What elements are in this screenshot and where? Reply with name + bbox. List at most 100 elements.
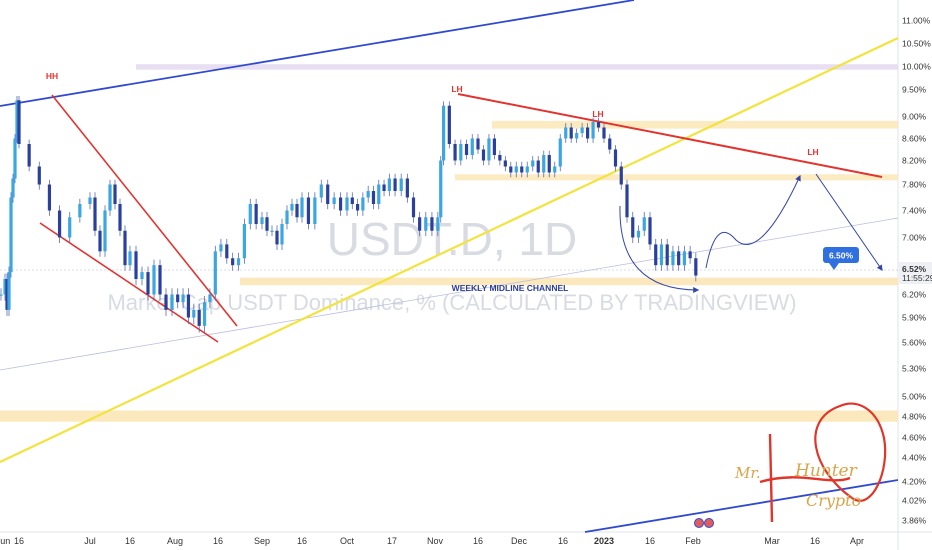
- y-tick-label: 7.00%: [902, 233, 927, 243]
- candle-body: [231, 258, 235, 266]
- candle-body: [377, 184, 381, 204]
- y-tick-label: 5.90%: [902, 313, 927, 323]
- weekly-midline-zone: [240, 277, 898, 286]
- upper-trendline: [0, 0, 635, 107]
- candle-body: [275, 230, 279, 245]
- resistance-zone-purple: [136, 64, 898, 70]
- candle-body: [134, 251, 138, 279]
- x-tick-label: 16: [213, 536, 223, 546]
- x-tick-label: 16: [810, 536, 820, 546]
- candle-body: [498, 155, 502, 161]
- y-tick-label: 3.86%: [902, 516, 927, 526]
- candle-body: [677, 251, 681, 266]
- candle-body: [586, 127, 590, 139]
- candle-body: [236, 258, 241, 266]
- candle-body: [520, 166, 524, 173]
- candle-body: [15, 100, 19, 139]
- signature-loop: [814, 402, 887, 502]
- candle-body: [202, 302, 207, 326]
- yellow-trendline: [0, 37, 899, 463]
- x-tick-label: Apr: [850, 536, 864, 546]
- x-tick-label: 16: [14, 536, 24, 546]
- candle-body: [648, 217, 652, 245]
- candle-body: [300, 197, 304, 218]
- candle-body: [531, 160, 535, 167]
- candle-body: [265, 217, 269, 231]
- curved-down-arrow: [619, 205, 700, 293]
- support-zone: [0, 410, 898, 422]
- event-icon: [694, 518, 704, 528]
- candle-body: [470, 138, 474, 155]
- candle-body: [186, 294, 191, 318]
- candle-body: [382, 184, 386, 191]
- target-badge-pointer: [829, 263, 839, 270]
- candle-body: [591, 122, 595, 139]
- candle-body: [682, 251, 686, 266]
- y-tick-label: 11.00%: [902, 16, 931, 26]
- event-icon: [704, 518, 714, 528]
- candle-body: [146, 272, 150, 295]
- candle-body: [192, 309, 196, 318]
- candle-body: [313, 197, 317, 224]
- candle-body: [98, 230, 102, 252]
- candle-body: [118, 204, 122, 231]
- candle-body: [642, 217, 646, 231]
- candle-body: [103, 210, 107, 252]
- annotation-hh: HH: [46, 71, 58, 81]
- countdown-label: 11:55:29: [902, 273, 932, 283]
- lower-channel-line: [0, 217, 899, 371]
- candle-body: [285, 210, 289, 224]
- y-tick-label: 7.80%: [902, 180, 927, 190]
- candle-body: [439, 160, 443, 218]
- candle-body: [418, 217, 422, 231]
- candle-body: [487, 138, 491, 161]
- y-tick-label: 4.02%: [902, 496, 927, 506]
- candle-body: [399, 178, 403, 191]
- candle-body: [411, 197, 416, 218]
- candle-body: [319, 184, 323, 198]
- candle-body: [424, 217, 428, 231]
- candle-body: [393, 178, 397, 191]
- candle-body: [361, 197, 365, 211]
- candle-body: [17, 100, 21, 144]
- candle-body: [7, 272, 11, 310]
- candle-body: [280, 224, 284, 245]
- candle-body: [306, 197, 311, 224]
- candle-body: [57, 210, 62, 238]
- target-badge: [823, 247, 859, 263]
- candle-body: [176, 294, 180, 303]
- candle-body: [270, 230, 274, 232]
- x-tick-label: Mar: [764, 536, 780, 546]
- candle-body: [671, 251, 675, 266]
- candle-body: [248, 204, 252, 224]
- candle-body: [625, 184, 629, 218]
- candle-body: [613, 149, 618, 167]
- candle-body: [564, 127, 568, 139]
- annotation-lh-2: LH: [592, 109, 603, 119]
- candle-body: [88, 197, 92, 204]
- candle-body: [326, 184, 330, 204]
- y-tick-label: 7.40%: [902, 206, 927, 216]
- annotation-lh-3: LH: [807, 147, 818, 157]
- candle-body: [481, 149, 486, 161]
- candle-body: [170, 294, 174, 310]
- x-tick-label: 16: [645, 536, 655, 546]
- candle-body: [290, 204, 294, 211]
- candle-body: [181, 294, 185, 303]
- y-tick-label: 9.50%: [902, 85, 927, 95]
- projected-bounce-arrow: [705, 174, 801, 269]
- candle-body: [665, 244, 669, 266]
- candle-body: [9, 197, 13, 273]
- y-tick-label: 8.20%: [902, 156, 927, 166]
- candle-body: [37, 166, 41, 185]
- candle-body: [542, 155, 546, 173]
- candle-body: [350, 197, 354, 204]
- candle-body: [553, 166, 557, 173]
- y-tick-label: 5.30%: [902, 364, 927, 374]
- x-tick-label: 16: [125, 536, 135, 546]
- y-tick-label: 4.40%: [902, 453, 927, 463]
- candle-body: [464, 144, 469, 155]
- candle-body: [503, 160, 507, 167]
- y-tick-label: 6.20%: [902, 290, 927, 300]
